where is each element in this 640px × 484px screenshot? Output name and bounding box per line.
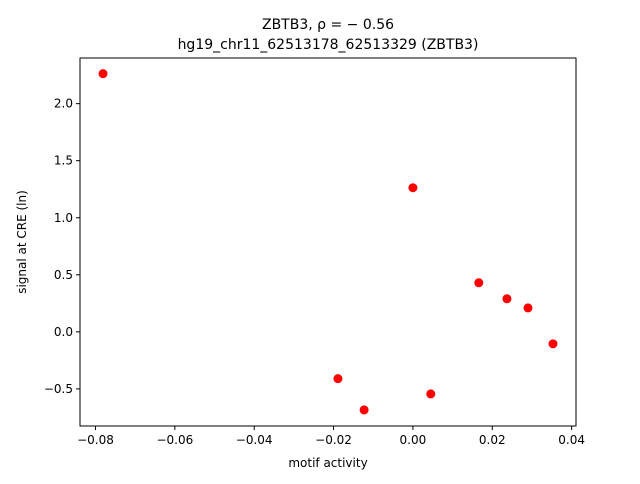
x-tick-label: −0.02 xyxy=(315,433,352,447)
axis-ticks: −0.08 −0.06 −0.04 −0.02 0.00 0.02 0.04 −0.5 0.0 0… xyxy=(44,97,585,447)
data-point xyxy=(408,183,418,193)
x-tick-label: −0.04 xyxy=(236,433,273,447)
y-tick-label: 1.0 xyxy=(54,211,73,225)
data-point xyxy=(426,389,436,399)
x-tick-label: −0.06 xyxy=(156,433,193,447)
x-tick-label: 0.04 xyxy=(558,433,585,447)
x-tick-label: −0.08 xyxy=(77,433,114,447)
data-point xyxy=(523,303,533,313)
y-tick-label: 0.5 xyxy=(54,268,73,282)
data-point xyxy=(333,374,343,384)
data-point xyxy=(548,339,558,349)
x-tick-label: 0.02 xyxy=(479,433,506,447)
data-point xyxy=(359,405,369,415)
y-tick-label: 1.5 xyxy=(54,154,73,168)
y-tick-label: 0.0 xyxy=(54,325,73,339)
data-point xyxy=(502,294,512,304)
x-axis-label: motif activity xyxy=(288,456,367,470)
data-points xyxy=(98,69,558,415)
plot-frame xyxy=(79,57,577,427)
data-point xyxy=(98,69,108,79)
x-tick-label: 0.00 xyxy=(400,433,427,447)
chart-title-line1: ZBTB3, ρ = − 0.56 xyxy=(262,17,394,33)
y-tick-label: 2.0 xyxy=(54,97,73,111)
y-axis-label: signal at CRE (ln) xyxy=(15,190,29,294)
y-tick-label: −0.5 xyxy=(44,382,73,396)
chart-title-line2: hg19_chr11_62513178_62513329 (ZBTB3) xyxy=(178,37,479,53)
data-point xyxy=(474,278,484,288)
